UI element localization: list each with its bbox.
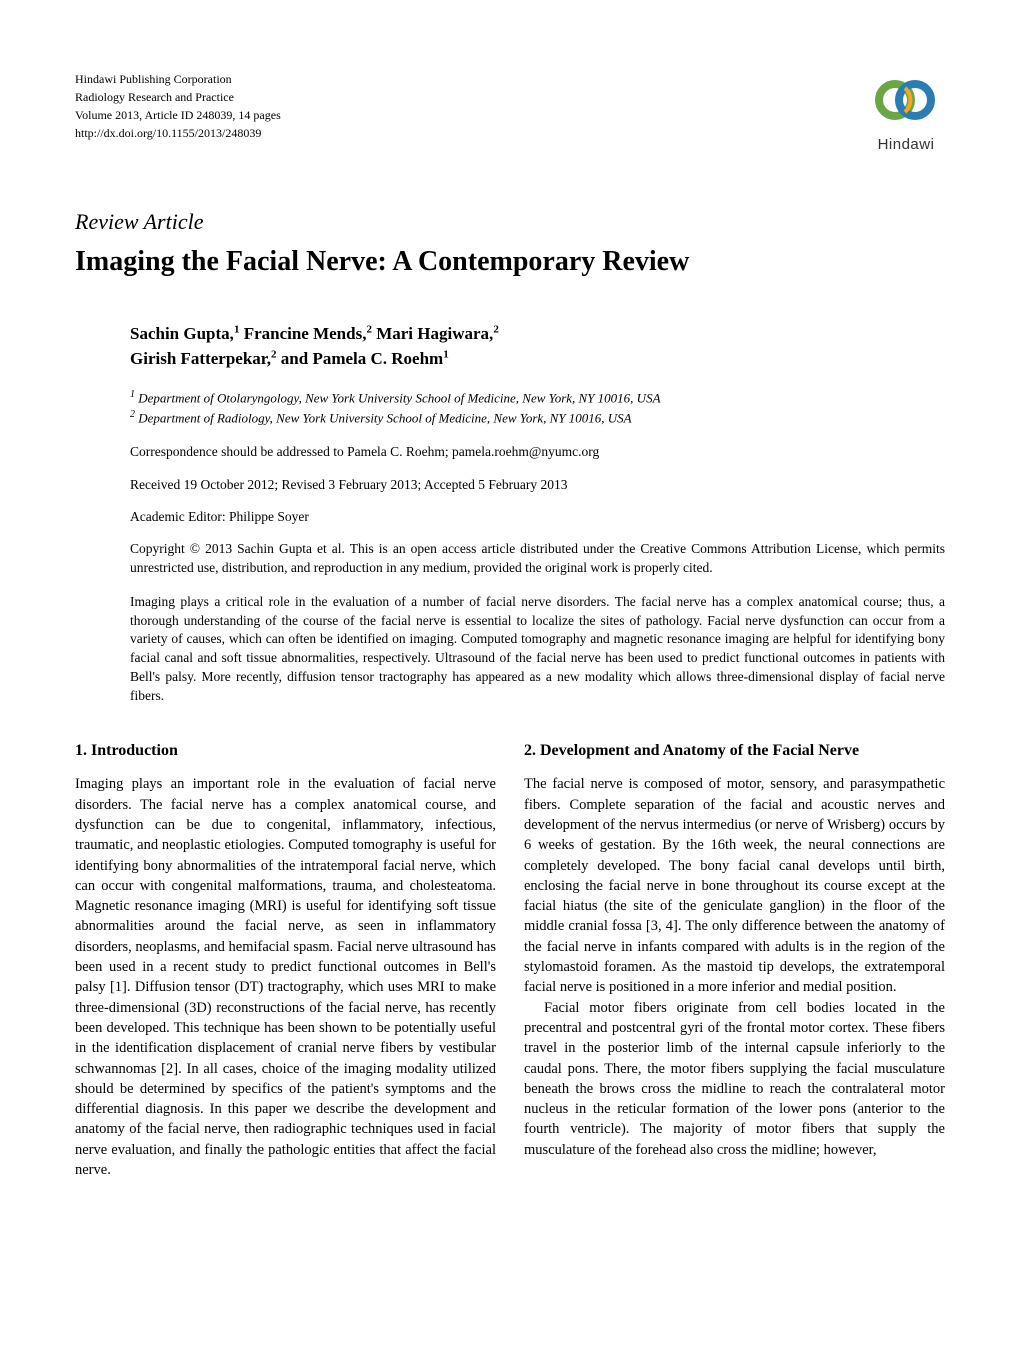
author-5: and Pamela C. Roehm: [281, 349, 443, 368]
author-4: Girish Fatterpekar,: [130, 349, 271, 368]
authors-list: Sachin Gupta,1 Francine Mends,2 Mari Hag…: [130, 321, 945, 372]
abstract-text: Imaging plays a critical role in the eva…: [130, 593, 945, 706]
section-1-heading: 1. Introduction: [75, 740, 496, 762]
publisher-name: Hindawi Publishing Corporation: [75, 70, 281, 88]
affiliations: 1 Department of Otolaryngology, New York…: [130, 387, 945, 429]
copyright-notice: Copyright © 2013 Sachin Gupta et al. Thi…: [130, 540, 945, 578]
right-column: 2. Development and Anatomy of the Facial…: [524, 740, 945, 1180]
author-1: Sachin Gupta,: [130, 324, 234, 343]
publisher-logo: Hindawi: [867, 70, 945, 156]
author-3: Mari Hagiwara,: [376, 324, 493, 343]
anatomy-para-1: The facial nerve is composed of motor, s…: [524, 774, 945, 997]
publication-info: Hindawi Publishing Corporation Radiology…: [75, 70, 281, 142]
article-title: Imaging the Facial Nerve: A Contemporary…: [75, 242, 945, 283]
hindawi-logo-icon: [867, 70, 945, 125]
left-column: 1. Introduction Imaging plays an importa…: [75, 740, 496, 1180]
author-3-sup: 2: [493, 323, 499, 335]
journal-name: Radiology Research and Practice: [75, 88, 281, 106]
article-type: Review Article: [75, 206, 945, 238]
intro-paragraph: Imaging plays an important role in the e…: [75, 774, 496, 1180]
anatomy-para-2: Facial motor fibers originate from cell …: [524, 998, 945, 1160]
author-2-sup: 2: [366, 323, 372, 335]
author-2: Francine Mends,: [244, 324, 367, 343]
article-dates: Received 19 October 2012; Revised 3 Febr…: [130, 475, 945, 495]
academic-editor: Academic Editor: Philippe Soyer: [130, 507, 945, 527]
author-4-sup: 2: [271, 348, 277, 360]
author-1-sup: 1: [234, 323, 240, 335]
affiliation-2: Department of Radiology, New York Univer…: [135, 411, 632, 426]
affiliation-1: Department of Otolaryngology, New York U…: [135, 390, 661, 405]
author-5-sup: 1: [443, 348, 449, 360]
header-row: Hindawi Publishing Corporation Radiology…: [75, 70, 945, 156]
body-columns: 1. Introduction Imaging plays an importa…: [75, 740, 945, 1180]
correspondence: Correspondence should be addressed to Pa…: [130, 442, 945, 462]
volume-info: Volume 2013, Article ID 248039, 14 pages: [75, 106, 281, 124]
section-2-heading: 2. Development and Anatomy of the Facial…: [524, 740, 945, 762]
logo-text: Hindawi: [867, 134, 945, 156]
doi-link: http://dx.doi.org/10.1155/2013/248039: [75, 124, 281, 142]
